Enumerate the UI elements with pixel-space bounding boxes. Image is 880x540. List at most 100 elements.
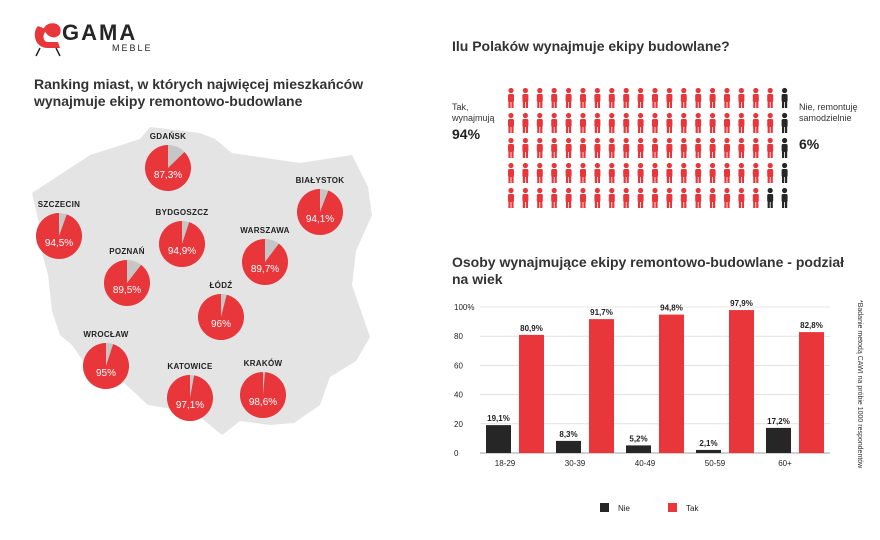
person-icon-yes <box>565 187 572 208</box>
city-pie-0: GDAŃSK 87,3% <box>145 132 191 191</box>
map-title: Ranking miast, w których najwięcej miesz… <box>34 76 364 109</box>
person-icon-yes <box>536 112 543 133</box>
pie-value-label: 94,5% <box>45 238 73 249</box>
bar-tak-2 <box>659 314 684 453</box>
city-name-label: WROCŁAW <box>83 330 128 339</box>
bar-value-label: 94,8% <box>660 304 683 313</box>
person-icon-yes <box>551 112 558 133</box>
pie-slice-value <box>104 260 151 306</box>
person-icon-yes <box>695 87 702 108</box>
person-icon-yes <box>508 112 514 133</box>
legend-label-tak: Tak <box>686 504 699 513</box>
city-pie-3: BYDGOSZCZ 94,9% <box>156 208 208 267</box>
person-icon-yes <box>551 187 558 208</box>
pie-slice-value <box>198 294 244 340</box>
pie-value-label: 98,6% <box>249 397 277 408</box>
bar-value-label: 91,7% <box>590 308 613 317</box>
person-icon-yes <box>709 87 716 108</box>
bar-nie-3 <box>696 449 721 453</box>
person-icon-yes <box>724 87 730 108</box>
person-icon-yes <box>752 112 759 133</box>
pie-slice-value <box>242 239 288 285</box>
person-icon-no <box>767 187 774 208</box>
poland-map-chart: GDAŃSK 87,3% BIAŁYSTOK 94,1% SZCZECIN 94,5% BY… <box>32 127 372 435</box>
person-icon-no <box>781 187 788 208</box>
pie-slice-value <box>145 145 191 191</box>
person-icon-yes <box>565 162 572 183</box>
person-icon-yes <box>666 137 673 158</box>
x-tick-label: 50-59 <box>705 459 726 468</box>
city-pie-4: WARSZAWA 89,7% <box>240 226 290 285</box>
person-icon-yes <box>666 187 673 208</box>
person-icon-yes <box>752 137 759 158</box>
person-icon-yes <box>608 162 615 183</box>
person-icon-yes <box>508 137 514 158</box>
pie-value-label: 89,7% <box>251 264 279 275</box>
person-icon-yes <box>752 87 759 108</box>
person-icon-yes <box>594 187 601 208</box>
person-icon-yes <box>594 137 601 158</box>
person-icon-yes <box>551 162 558 183</box>
city-name-label: GDAŃSK <box>150 132 186 141</box>
city-name-label: KATOWICE <box>167 362 213 371</box>
person-icon-yes <box>623 112 630 133</box>
person-icon-yes <box>652 87 658 108</box>
bar-tak-1 <box>589 319 614 453</box>
person-icon-yes <box>738 112 745 133</box>
pie-value-label: 89,5% <box>113 285 141 296</box>
x-tick-label: 30-39 <box>565 459 586 468</box>
person-icon-yes <box>695 187 702 208</box>
gama-logo <box>34 23 61 57</box>
person-icon-yes <box>536 137 543 158</box>
person-icon-yes <box>608 137 615 158</box>
person-icon-yes <box>724 162 730 183</box>
pie-value-label: 97,1% <box>176 400 204 411</box>
y-tick-label: 40 <box>454 391 463 400</box>
person-icon-yes <box>508 187 514 208</box>
person-icon-yes <box>522 87 529 108</box>
city-name-label: POZNAŃ <box>109 247 145 256</box>
city-pie-1: BIAŁYSTOK 94,1% <box>296 176 344 235</box>
pie-value-label: 87,3% <box>154 170 182 181</box>
x-tick-label: 40-49 <box>635 459 656 468</box>
person-icon-yes <box>767 87 774 108</box>
no-value: 6% <box>799 136 820 152</box>
pie-slice-value <box>83 343 129 390</box>
pie-slice-value <box>158 221 205 267</box>
person-icon-yes <box>738 137 745 158</box>
bar-value-label: 80,9% <box>520 324 543 333</box>
city-name-label: SZCZECIN <box>38 200 80 209</box>
yes-label: Tak, wynajmują <box>452 102 495 123</box>
person-icon-yes <box>767 162 774 183</box>
city-pie-6: ŁÓDŹ 96% <box>198 281 244 340</box>
bar-value-label: 8,3% <box>559 430 577 439</box>
person-icon-yes <box>767 112 774 133</box>
logo-wordmark: GAMA <box>62 20 138 45</box>
city-name-label: ŁÓDŹ <box>210 281 233 290</box>
bar-tak-3 <box>729 310 754 453</box>
person-icon-yes <box>580 187 586 208</box>
legend-swatch-nie <box>600 503 609 512</box>
pictogram-chart <box>508 87 788 208</box>
bar-value-label: 82,8% <box>800 321 823 330</box>
person-icon-yes <box>767 137 774 158</box>
person-icon-yes <box>637 137 644 158</box>
person-icon-no <box>781 162 788 183</box>
person-icon-yes <box>709 137 716 158</box>
city-pie-5: POZNAŃ 89,5% <box>104 247 151 306</box>
x-tick-label: 60+ <box>778 459 792 468</box>
person-icon-yes <box>666 87 673 108</box>
pie-value-label: 96% <box>211 319 231 330</box>
city-name-label: WARSZAWA <box>240 226 290 235</box>
person-icon-yes <box>637 112 644 133</box>
age-bar-chart: 0 20 40 60 80 100% 19,1% 80,9% 18-29 8,3% 91,7% 30… <box>454 299 830 513</box>
bar-tak-0 <box>519 334 544 453</box>
person-icon-yes <box>695 162 702 183</box>
person-icon-yes <box>752 187 759 208</box>
pie-value-label: 94,9% <box>168 246 196 257</box>
person-icon-yes <box>623 87 630 108</box>
person-icon-yes <box>724 187 730 208</box>
person-icon-yes <box>738 87 745 108</box>
person-icon-yes <box>738 187 745 208</box>
bar-chart-title: Osoby wynajmujące ekipy remontowo-budowl… <box>452 254 845 287</box>
